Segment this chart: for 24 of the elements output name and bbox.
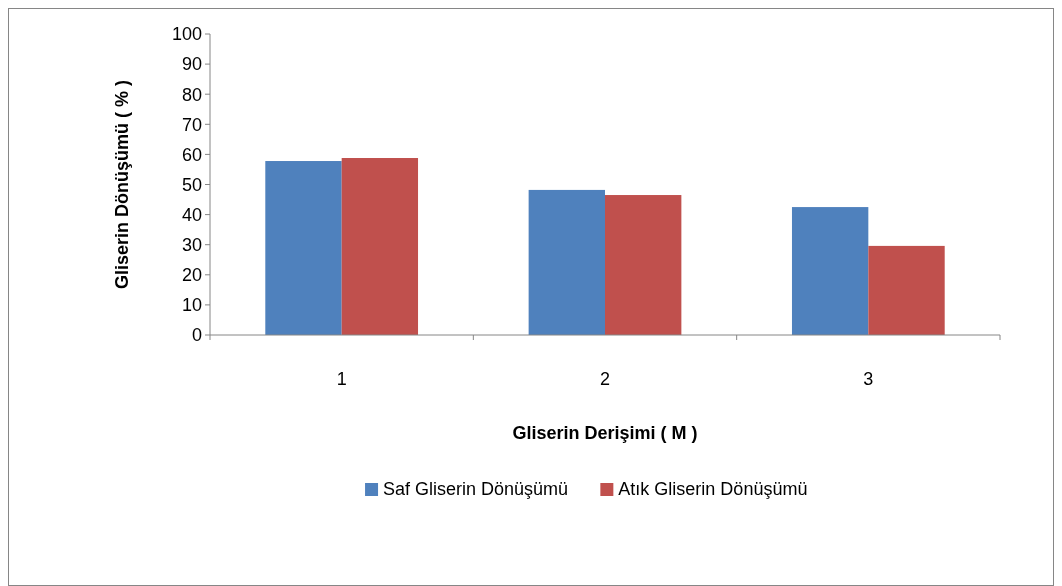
bar (528, 189, 605, 335)
bar (341, 158, 419, 335)
bar (791, 207, 869, 335)
y-tick-label: 30 (181, 235, 202, 255)
bar (868, 245, 945, 335)
x-tick-label: 3 (863, 369, 874, 389)
y-tick-label: 40 (181, 204, 202, 225)
y-tick-label: 90 (181, 54, 202, 75)
y-tick-label: 50 (181, 174, 202, 195)
x-axis-title: Gliserin Derişimi ( M ) (512, 423, 698, 443)
x-tick-label: 2 (599, 369, 611, 389)
x-tick-label: 1 (336, 369, 347, 389)
y-tick-label: 60 (181, 144, 202, 165)
y-tick-label: 100 (171, 24, 202, 45)
bar (605, 195, 682, 335)
y-tick-label: 0 (191, 325, 202, 346)
bar (265, 161, 342, 335)
y-axis-title: Gliserin Dönüşümü ( % ) (112, 79, 132, 290)
legend-label: Atık Gliserin Dönüşümü (618, 479, 808, 499)
y-tick-label: 20 (181, 265, 202, 286)
legend-label: Saf Gliserin Dönüşümü (383, 479, 569, 499)
y-tick-label: 10 (181, 295, 202, 316)
y-tick-label: 70 (181, 114, 202, 135)
y-tick-label: 80 (181, 84, 202, 105)
